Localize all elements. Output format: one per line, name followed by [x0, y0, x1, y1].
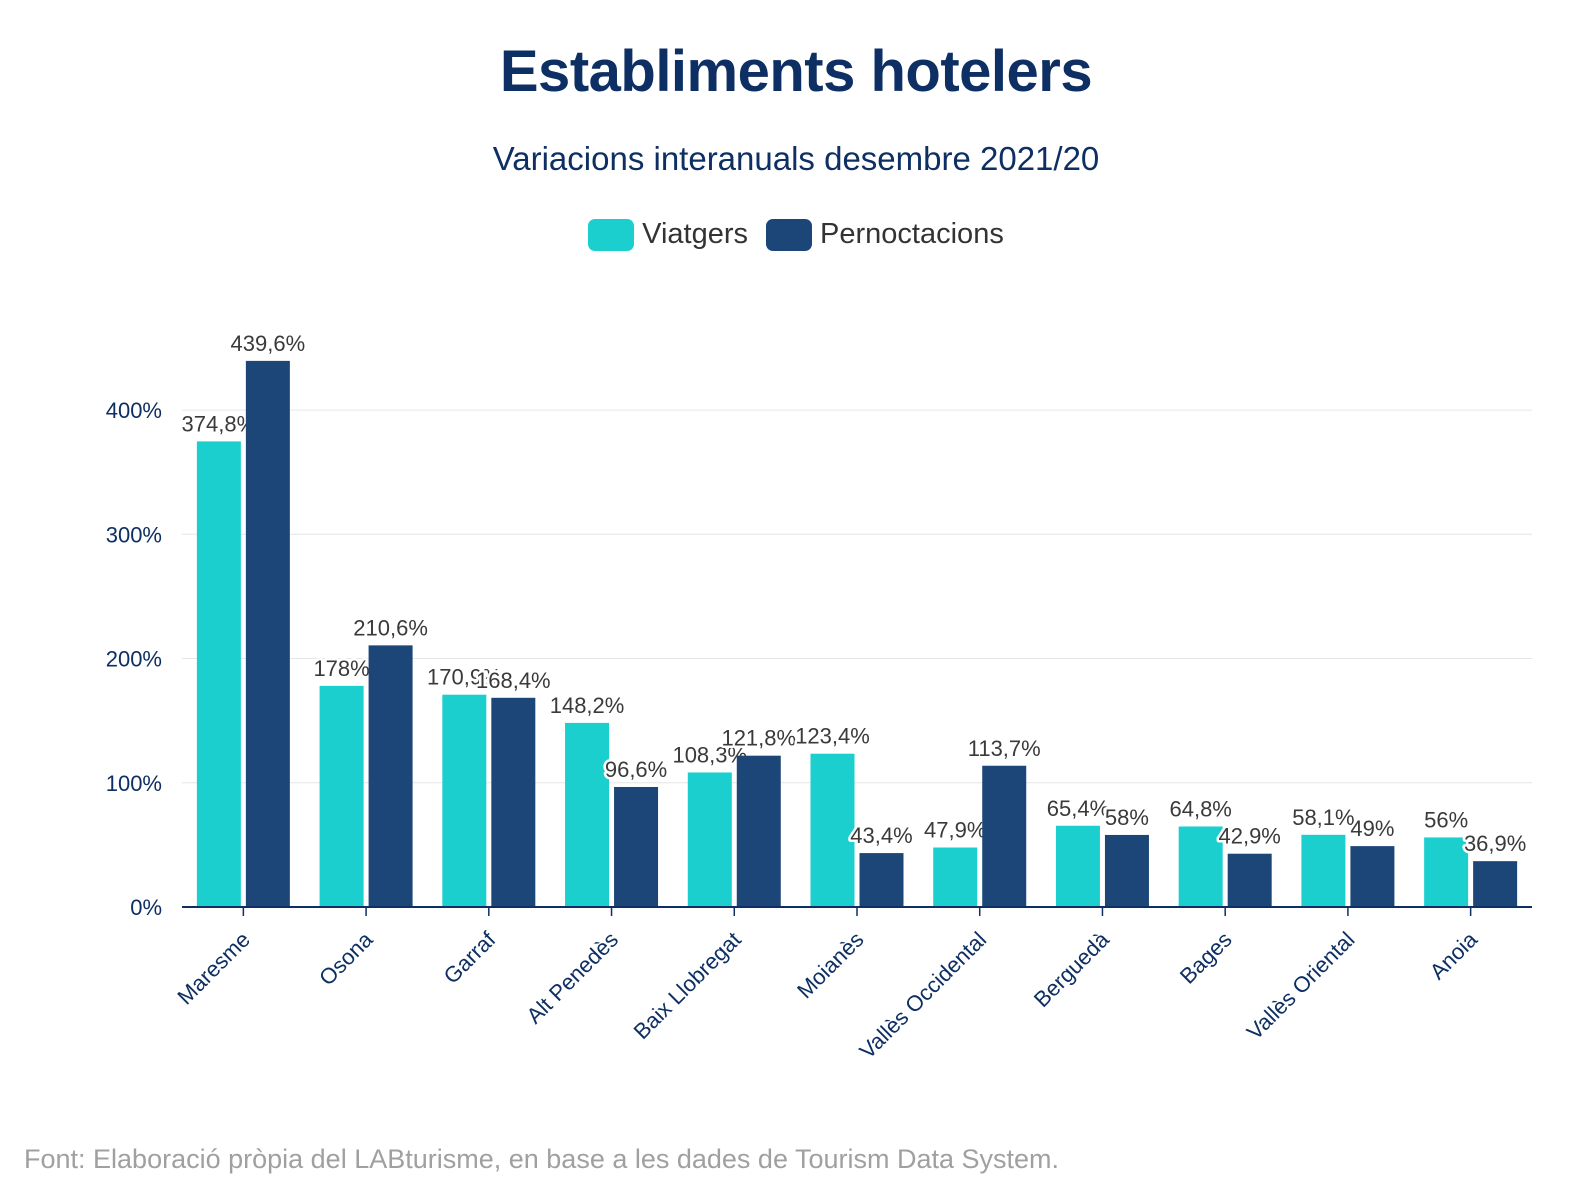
x-tick-label: Osona: [314, 926, 378, 990]
bar-viatgers-7: [1055, 825, 1100, 907]
data-label-pernoctacions-8: 42,9%: [1218, 824, 1280, 849]
data-label-pernoctacions-7: 58%: [1105, 805, 1149, 830]
data-label-viatgers-10: 56%: [1424, 807, 1468, 832]
bar-viatgers-3: [565, 722, 610, 907]
bar-pernoctacions-4: [736, 755, 781, 907]
bar-viatgers-9: [1301, 834, 1346, 907]
bar-viatgers-5: [810, 753, 855, 907]
bar-pernoctacions-0: [245, 360, 290, 908]
legend-swatch-viatgers: [588, 218, 635, 251]
data-label-viatgers-1: 178%: [313, 656, 369, 681]
data-label-viatgers-6: 47,9%: [924, 817, 986, 842]
x-tick-label: Bages: [1175, 927, 1237, 989]
data-label-viatgers-2: 170,9%: [427, 665, 502, 690]
x-tick-label: Moianès: [792, 927, 868, 1003]
x-tick-label: Berguedà: [1029, 926, 1115, 1012]
data-label-viatgers-9: 58,1%: [1292, 805, 1354, 830]
y-tick-label: 200%: [106, 647, 162, 672]
data-label-pernoctacions-2: 168,4%: [476, 668, 551, 693]
legend-label-pernoctacions: Pernoctacions: [820, 218, 1004, 250]
bar-pernoctacions-2: [491, 697, 536, 907]
data-label-viatgers-7: 65,4%: [1047, 796, 1109, 821]
data-label-pernoctacions-10: 36,9%: [1464, 831, 1526, 856]
y-tick-label: 100%: [106, 771, 162, 796]
data-label-viatgers-0: 374,8%: [182, 411, 257, 436]
bar-viatgers-2: [442, 694, 487, 907]
data-label-viatgers-3: 148,2%: [550, 693, 625, 718]
bar-viatgers-1: [319, 685, 364, 907]
data-label-viatgers-8: 64,8%: [1169, 796, 1231, 821]
bar-pernoctacions-7: [1104, 834, 1149, 907]
legend-swatch-pernoctacions: [766, 218, 813, 251]
bar-viatgers-4: [687, 772, 732, 907]
bar-pernoctacions-10: [1473, 861, 1518, 907]
x-tick-label: Anoia: [1425, 926, 1483, 984]
y-tick-label: 400%: [106, 398, 162, 423]
source-note: Font: Elaboració pròpia del LABturisme, …: [24, 1144, 1060, 1174]
bar-viatgers-8: [1178, 826, 1223, 907]
y-tick-label: 0%: [130, 895, 162, 920]
legend-label-viatgers: Viatgers: [642, 218, 749, 250]
bar-viatgers-0: [196, 441, 241, 907]
y-tick-label: 300%: [106, 522, 162, 547]
x-tick-label: Vallès Oriental: [1242, 927, 1360, 1045]
x-tick-label: Garraf: [439, 926, 501, 988]
bar-pernoctacions-5: [859, 853, 904, 907]
data-label-pernoctacions-1: 210,6%: [353, 615, 428, 640]
bar-viatgers-10: [1424, 837, 1469, 907]
legend-item-viatgers[interactable]: Viatgers: [588, 218, 748, 251]
chart-legend: Viatgers Pernoctacions: [0, 218, 1592, 251]
data-label-pernoctacions-6: 113,7%: [968, 736, 1041, 761]
x-tick-label: Maresme: [172, 927, 255, 1010]
bar-pernoctacions-1: [368, 645, 413, 907]
x-tick-label: Baix Llobregat: [629, 927, 746, 1044]
bar-pernoctacions-3: [614, 786, 659, 907]
bar-pernoctacions-6: [982, 765, 1027, 907]
bar-pernoctacions-9: [1350, 846, 1395, 907]
x-tick-label: Alt Penedès: [522, 927, 624, 1029]
chart-subtitle: Variacions interanuals desembre 2021/20: [492, 140, 1100, 177]
chart-title: Establiments hotelers: [499, 39, 1093, 104]
data-label-pernoctacions-5: 43,4%: [850, 823, 912, 848]
bar-pernoctacions-8: [1227, 853, 1272, 907]
data-label-viatgers-5: 123,4%: [795, 724, 870, 749]
data-label-pernoctacions-9: 49%: [1350, 816, 1394, 841]
data-label-pernoctacions-4: 121,8%: [721, 726, 796, 751]
data-label-pernoctacions-3: 96,6%: [605, 757, 667, 782]
legend-item-pernoctacions[interactable]: Pernoctacions: [766, 218, 1004, 251]
data-label-pernoctacions-0: 439,6%: [231, 331, 306, 356]
data-label-viatgers-4: 108,3%: [672, 742, 747, 767]
bar-viatgers-6: [933, 847, 978, 907]
x-tick-label: Vallès Occidental: [855, 927, 992, 1064]
